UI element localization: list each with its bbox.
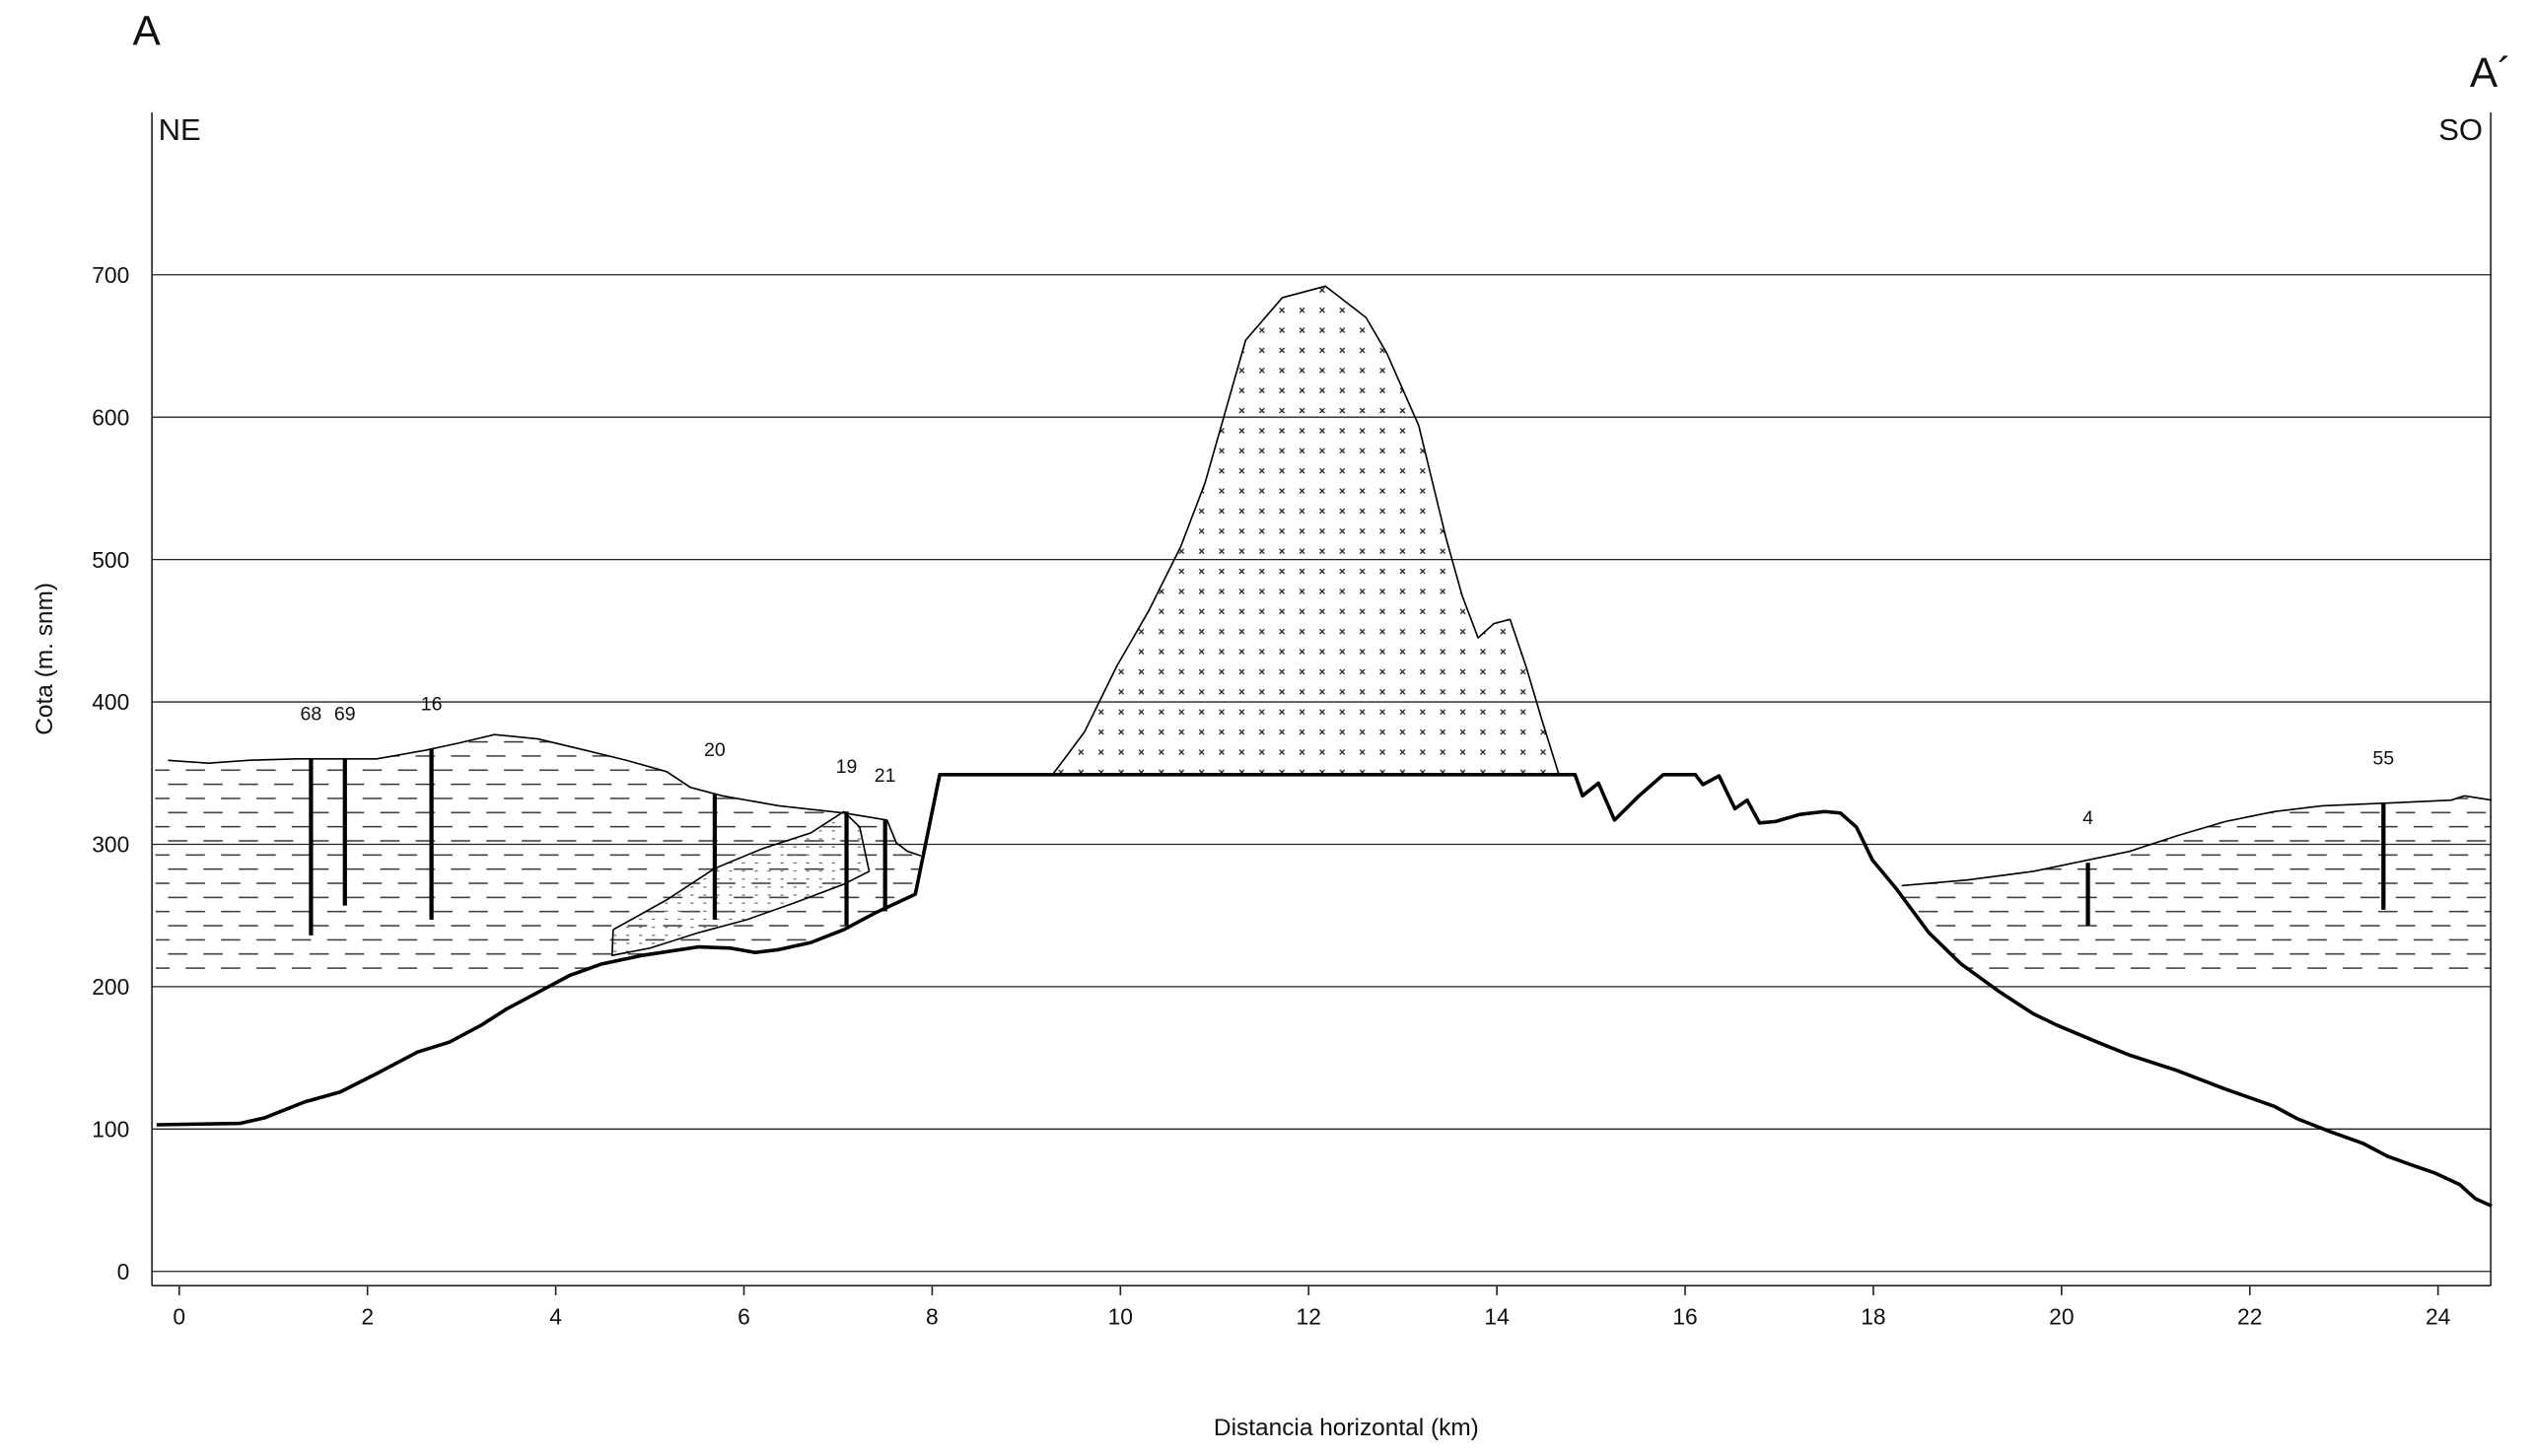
crosses-fill xyxy=(1052,286,1560,775)
x-tick-label: 12 xyxy=(1297,1303,1321,1329)
profile-line xyxy=(611,810,871,956)
side-label: SO xyxy=(2438,112,2483,147)
well-label: 16 xyxy=(421,694,443,716)
x-tick-label: 4 xyxy=(549,1303,562,1329)
x-tick-label: 18 xyxy=(1861,1303,1885,1329)
x-tick-label: 2 xyxy=(361,1303,374,1329)
sediment-fill xyxy=(1901,796,2493,981)
x-tick-label: 6 xyxy=(738,1303,750,1329)
well-label: 68 xyxy=(301,704,322,726)
profile-line xyxy=(1051,285,1560,776)
well-label: 19 xyxy=(836,756,858,778)
y-axis-label: Cota (m. snm) xyxy=(32,583,58,735)
well-label: 4 xyxy=(2082,807,2093,829)
profile-line xyxy=(168,733,922,857)
y-tick-label: 400 xyxy=(92,689,129,715)
y-tick-label: 200 xyxy=(92,974,129,1000)
well-label: 69 xyxy=(334,704,356,726)
y-tick-label: 600 xyxy=(92,404,129,430)
well-label: 20 xyxy=(704,739,726,761)
corner-label: A´ xyxy=(2470,49,2511,96)
x-axis-label: Distancia horizontal (km) xyxy=(1214,1415,1479,1441)
bedrock-line xyxy=(156,772,2493,1208)
y-tick-label: 0 xyxy=(117,1259,130,1284)
well-label: 21 xyxy=(875,765,896,787)
well-label: 55 xyxy=(2372,747,2394,769)
corner-label: A xyxy=(133,8,162,54)
y-tick-label: 700 xyxy=(92,262,129,288)
x-tick-label: 16 xyxy=(1672,1303,1697,1329)
x-tick-label: 0 xyxy=(173,1303,185,1329)
y-tick-label: 100 xyxy=(92,1116,129,1142)
x-tick-label: 10 xyxy=(1108,1303,1133,1329)
profile-line xyxy=(1901,795,2493,887)
x-tick-label: 22 xyxy=(2237,1303,2262,1329)
side-label: NE xyxy=(159,112,201,147)
x-tick-label: 20 xyxy=(2049,1303,2074,1329)
x-tick-label: 14 xyxy=(1484,1303,1510,1329)
x-tick-label: 24 xyxy=(2426,1303,2451,1329)
y-tick-label: 500 xyxy=(92,547,129,573)
lens-fill xyxy=(611,811,870,956)
x-tick-label: 8 xyxy=(926,1303,939,1329)
y-tick-label: 300 xyxy=(92,832,129,858)
